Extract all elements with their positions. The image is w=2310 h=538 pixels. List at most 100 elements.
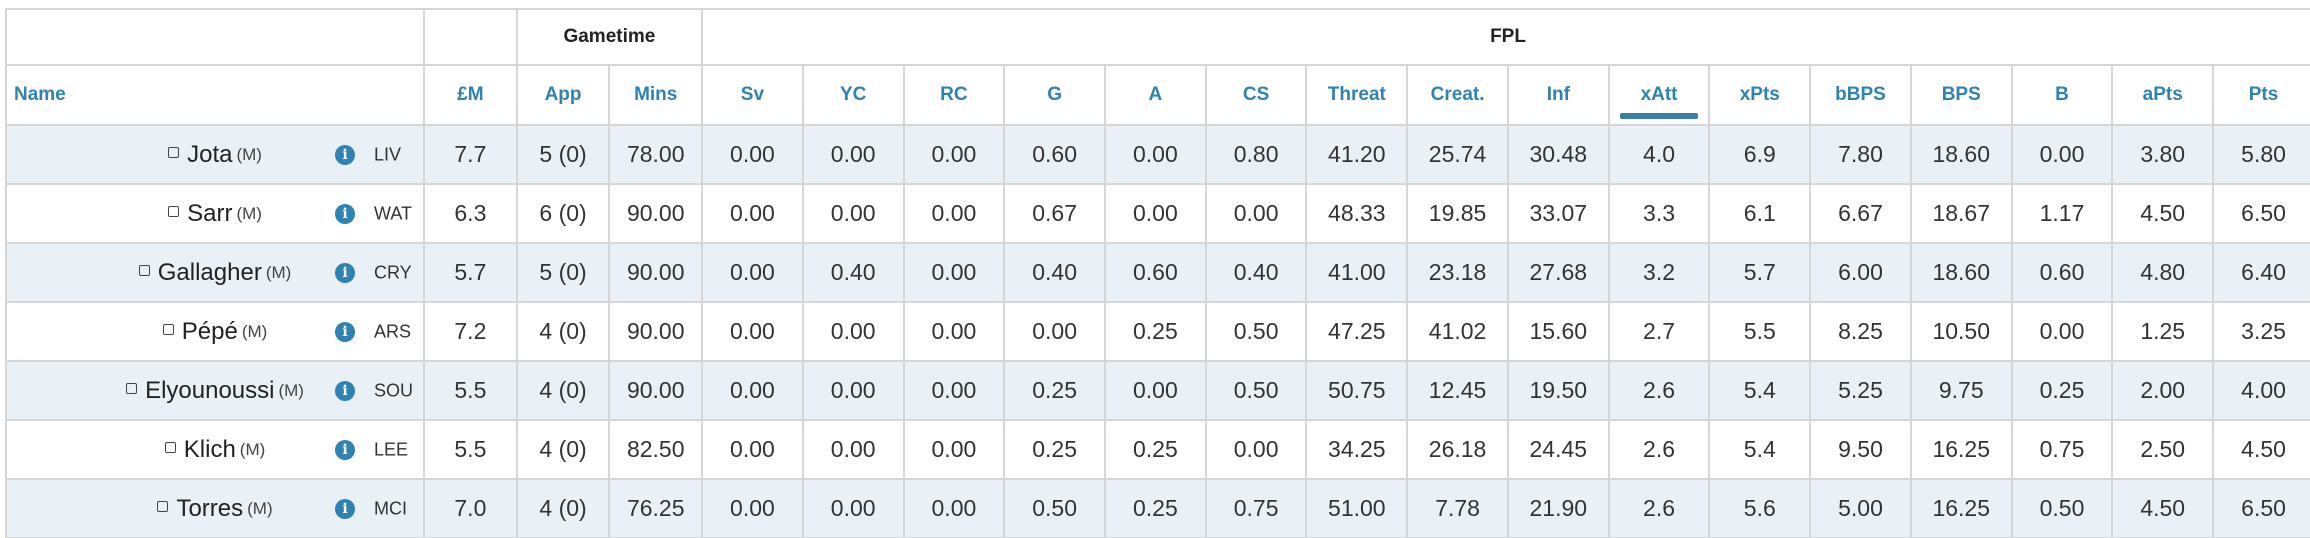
cell-pts: 6.50: [2212, 478, 2310, 538]
column-header-bps[interactable]: BPS: [1909, 64, 2013, 126]
cell-mins: 90.00: [608, 183, 704, 244]
cell-bps: 18.60: [1909, 124, 2013, 185]
cell-yc: 0.00: [801, 360, 905, 421]
cell-xatt: 3.2: [1607, 242, 1711, 303]
cell-app: 5 (0): [515, 124, 611, 185]
column-header-bbps[interactable]: bBPS: [1809, 64, 1912, 126]
cell-a: 0.60: [1104, 242, 1207, 303]
cell-creat: 23.18: [1406, 242, 1509, 303]
cell-sv: 0.00: [701, 360, 804, 421]
cell-creat: 41.02: [1406, 301, 1509, 362]
cell-pts: 4.00: [2212, 360, 2310, 421]
cell-yc: 0.00: [801, 301, 905, 362]
cell-cs: 0.75: [1204, 478, 1308, 538]
cell-xpts: 5.4: [1708, 360, 1812, 421]
cell-sv: 0.00: [701, 478, 804, 538]
column-header-yc[interactable]: YC: [801, 64, 905, 126]
player-position: (M): [278, 380, 304, 400]
info-icon[interactable]: i: [335, 498, 355, 519]
column-header-row: Name £M App Mins Sv YC RC G A CS Threat …: [4, 64, 2310, 126]
cell-apts: 1.25: [2111, 301, 2215, 362]
cell-apts: 2.50: [2111, 419, 2215, 480]
column-header-mins[interactable]: Mins: [608, 64, 704, 126]
cell-creat: 7.78: [1406, 478, 1509, 538]
column-header-price[interactable]: £M: [423, 64, 518, 126]
cell-cs: 0.40: [1204, 242, 1308, 303]
info-icon[interactable]: i: [335, 380, 355, 401]
cell-bps: 10.50: [1909, 301, 2013, 362]
player-name-cell: Pépé (M) i ARS: [4, 301, 426, 362]
cell-bbps: 5.25: [1809, 360, 1912, 421]
column-header-xpts[interactable]: xPts: [1708, 64, 1812, 126]
cell-g: 0.25: [1003, 419, 1106, 480]
column-header-creat[interactable]: Creat.: [1406, 64, 1509, 126]
column-header-xatt[interactable]: xAtt: [1607, 64, 1711, 126]
info-icon[interactable]: i: [335, 144, 355, 165]
cell-xpts: 6.9: [1708, 124, 1812, 185]
info-icon[interactable]: i: [335, 439, 355, 460]
column-header-g[interactable]: G: [1003, 64, 1106, 126]
group-header-empty: [4, 8, 426, 66]
info-icon[interactable]: i: [335, 203, 355, 224]
column-header-inf[interactable]: Inf: [1506, 64, 1610, 126]
info-icon[interactable]: i: [335, 321, 355, 342]
table-row: Gallagher (M) i CRY 5.7 5 (0) 90.00 0.00 0.40 0.0…: [4, 242, 2310, 303]
cell-b: 0.00: [2010, 124, 2114, 185]
column-header-threat[interactable]: Threat: [1305, 64, 1409, 126]
cell-g: 0.50: [1003, 478, 1106, 538]
cell-bps: 9.75: [1909, 360, 2013, 421]
select-checkbox[interactable]: [164, 442, 176, 454]
player-name-cell: Jota (M) i LIV: [4, 124, 426, 185]
cell-xpts: 5.7: [1708, 242, 1812, 303]
cell-sv: 0.00: [701, 242, 804, 303]
player-name: Elyounoussi: [145, 376, 275, 404]
column-header-name[interactable]: Name: [4, 64, 426, 126]
column-header-apts[interactable]: aPts: [2111, 64, 2215, 126]
cell-b: 0.60: [2010, 242, 2114, 303]
cell-yc: 0.00: [801, 478, 905, 538]
select-checkbox[interactable]: [157, 501, 169, 513]
cell-bps: 16.25: [1909, 419, 2013, 480]
select-checkbox[interactable]: [126, 383, 138, 395]
team-code: LIV: [374, 144, 402, 164]
cell-creat: 26.18: [1406, 419, 1509, 480]
cell-sv: 0.00: [701, 419, 804, 480]
cell-inf: 21.90: [1506, 478, 1610, 538]
player-name-cell: Gallagher (M) i CRY: [4, 242, 426, 303]
cell-b: 0.00: [2010, 301, 2114, 362]
column-header-a[interactable]: A: [1104, 64, 1207, 126]
table-row: Pépé (M) i ARS 7.2 4 (0) 90.00 0.00 0.00 0.00 0.00…: [4, 301, 2310, 362]
cell-b: 0.25: [2010, 360, 2114, 421]
select-checkbox[interactable]: [168, 147, 180, 159]
column-header-sv[interactable]: Sv: [701, 64, 804, 126]
select-checkbox[interactable]: [168, 206, 180, 218]
cell-a: 0.00: [1104, 183, 1207, 244]
cell-b: 0.50: [2010, 478, 2114, 538]
cell-price: 6.3: [423, 183, 518, 244]
cell-g: 0.67: [1003, 183, 1106, 244]
player-position: (M): [241, 321, 268, 341]
cell-creat: 25.74: [1406, 124, 1509, 185]
cell-xpts: 6.1: [1708, 183, 1812, 244]
column-header-b[interactable]: B: [2010, 64, 2114, 126]
select-checkbox[interactable]: [162, 324, 174, 336]
cell-xpts: 5.6: [1708, 478, 1812, 538]
cell-app: 6 (0): [515, 183, 611, 244]
select-checkbox[interactable]: [138, 265, 150, 277]
cell-yc: 0.00: [801, 124, 905, 185]
player-position: (M): [265, 262, 292, 282]
column-header-cs[interactable]: CS: [1204, 64, 1308, 126]
cell-apts: 4.50: [2111, 183, 2215, 244]
cell-cs: 0.00: [1204, 183, 1308, 244]
column-header-app[interactable]: App: [515, 64, 611, 126]
team-code: ARS: [374, 321, 412, 341]
cell-threat: 34.25: [1305, 419, 1409, 480]
cell-a: 0.25: [1104, 478, 1207, 538]
column-header-pts[interactable]: Pts: [2212, 64, 2310, 126]
column-header-rc[interactable]: RC: [902, 64, 1006, 126]
cell-rc: 0.00: [902, 124, 1006, 185]
cell-xpts: 5.5: [1708, 301, 1812, 362]
cell-a: 0.25: [1104, 301, 1207, 362]
info-icon[interactable]: i: [335, 262, 355, 283]
cell-inf: 30.48: [1506, 124, 1610, 185]
